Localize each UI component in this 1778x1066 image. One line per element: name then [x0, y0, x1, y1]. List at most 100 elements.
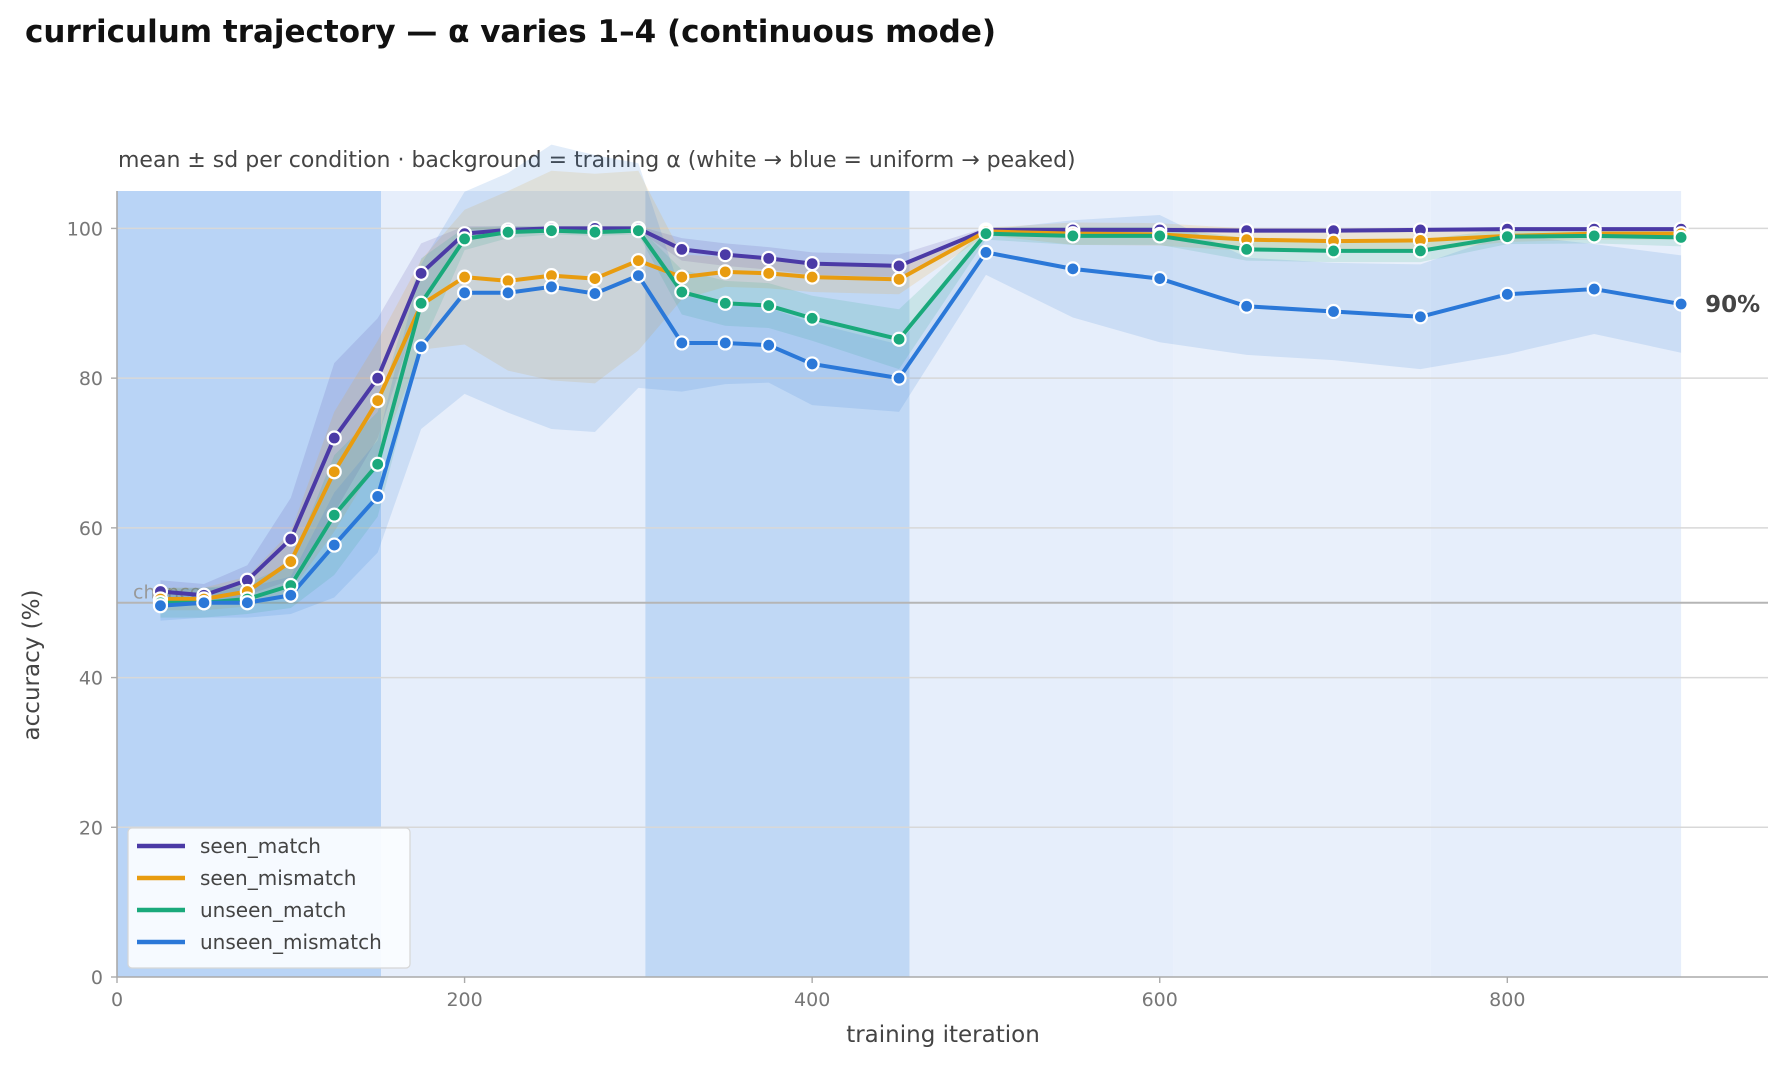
series-line-seen_match	[158, 226, 1684, 598]
data-point-unseen_mismatch-75	[239, 595, 255, 611]
alpha-band-1	[381, 191, 646, 977]
alpha-background-bands	[117, 191, 1682, 977]
data-point-unseen_match-300	[630, 223, 646, 239]
data-point-unseen_mismatch-150	[370, 488, 386, 505]
data-point-unseen_mismatch-450	[891, 370, 907, 386]
data-point-unseen_mismatch-400	[804, 356, 820, 372]
data-point-unseen_mismatch-800	[1499, 286, 1515, 302]
data-point-seen_mismatch-100	[283, 553, 299, 570]
data-point-unseen_mismatch-650	[1239, 298, 1255, 314]
data-point-seen_mismatch-125	[326, 464, 342, 480]
chart-title: curriculum trajectory — α varies 1–4 (co…	[25, 14, 997, 50]
sd-band-unseen_mismatch	[160, 144, 1682, 621]
data-point-unseen_match-450	[891, 331, 907, 347]
y-tick-label-80: 80	[79, 368, 103, 390]
data-point-unseen_mismatch-100	[283, 587, 299, 603]
data-point-seen_match-375	[761, 250, 777, 266]
data-point-unseen_match-750	[1412, 243, 1429, 259]
axes	[116, 191, 1768, 978]
end-value-label: 90%	[1705, 292, 1760, 318]
data-point-seen_match-100	[283, 531, 299, 547]
legend: seen_match seen_mismatch unseen_matchunsee…	[127, 827, 411, 969]
data-point-seen_match-400	[804, 256, 820, 272]
data-point-unseen_mismatch-200	[456, 285, 473, 301]
data-point-unseen_match-550	[1065, 228, 1081, 244]
x-tick-label-200: 200	[446, 989, 482, 1011]
legend-label-unseen_match: unseen_match	[200, 898, 346, 922]
data-point-seen_match-450	[891, 258, 907, 274]
data-point-unseen_match-375	[761, 297, 777, 314]
data-point-seen_match-175	[413, 265, 429, 281]
data-point-unseen_mismatch-175	[413, 339, 429, 355]
y-tick-label-100: 100	[67, 218, 103, 240]
data-point-seen_mismatch-200	[456, 269, 473, 285]
series-points	[152, 220, 1689, 614]
data-point-unseen_mismatch-900	[1673, 296, 1689, 312]
data-point-unseen_mismatch-500	[978, 244, 994, 260]
data-point-seen_mismatch-350	[717, 264, 733, 280]
alpha-band-2	[645, 191, 910, 977]
data-point-unseen_match-700	[1325, 243, 1342, 259]
data-point-unseen_match-150	[370, 456, 386, 472]
y-tick-label-0: 0	[91, 967, 103, 989]
alpha-band-5	[1430, 191, 1682, 977]
data-point-seen_mismatch-450	[891, 271, 907, 287]
data-point-unseen_match-125	[326, 507, 342, 523]
y-tick-label-60: 60	[79, 518, 103, 540]
data-point-seen_mismatch-325	[674, 269, 690, 285]
legend-box	[127, 827, 411, 969]
sd-bands	[160, 144, 1682, 621]
alpha-band-3	[909, 191, 1174, 977]
data-point-unseen_mismatch-700	[1325, 303, 1342, 320]
data-point-unseen_match-900	[1673, 229, 1689, 246]
x-tick-label-800: 800	[1489, 989, 1525, 1011]
data-point-unseen_match-800	[1499, 229, 1515, 245]
data-point-unseen_mismatch-375	[761, 337, 777, 353]
data-point-unseen_mismatch-750	[1412, 309, 1429, 325]
data-point-unseen_mismatch-225	[500, 285, 516, 301]
data-point-seen_mismatch-375	[761, 265, 777, 281]
series-line-unseen_mismatch	[158, 250, 1684, 608]
data-point-seen_mismatch-400	[804, 269, 820, 285]
tick-labels: 0 20 40 60 80 100 0 200 400 600 800	[67, 218, 1526, 1011]
data-point-unseen_match-850	[1586, 228, 1602, 244]
data-point-unseen_match-200	[456, 231, 473, 247]
data-point-unseen_mismatch-50	[196, 595, 212, 611]
y-axis-label: accuracy (%)	[19, 590, 45, 741]
sd-band-unseen_match	[160, 226, 1682, 618]
data-point-unseen_mismatch-25	[152, 598, 169, 614]
data-point-unseen_mismatch-125	[326, 537, 342, 553]
data-point-unseen_match-650	[1239, 241, 1255, 257]
data-point-seen_match-350	[717, 247, 733, 263]
legend-label-seen_mismatch: seen_mismatch	[200, 866, 356, 890]
data-point-unseen_mismatch-275	[587, 285, 603, 302]
data-point-unseen_match-175	[413, 295, 429, 311]
data-point-seen_match-150	[370, 370, 386, 386]
y-tick-label-20: 20	[79, 817, 103, 839]
data-point-seen_mismatch-275	[587, 270, 603, 287]
sd-band-seen_mismatch	[160, 170, 1682, 611]
data-point-seen_match-125	[326, 430, 342, 446]
data-point-seen_match-325	[674, 241, 690, 257]
x-tick-label-0: 0	[111, 989, 123, 1011]
legend-label-unseen_mismatch: unseen_mismatch	[200, 930, 382, 954]
x-tick-label-600: 600	[1142, 989, 1178, 1011]
y-tick-label-40: 40	[79, 668, 103, 690]
data-point-unseen_mismatch-325	[674, 335, 690, 351]
series-lines	[158, 226, 1684, 608]
chart-subtitle: mean ± sd per condition · background = t…	[118, 148, 1076, 173]
data-point-unseen_match-350	[717, 295, 733, 311]
data-point-seen_mismatch-300	[630, 253, 646, 269]
x-axis-label: training iteration	[846, 1022, 1040, 1048]
alpha-band-4	[1173, 191, 1431, 977]
data-point-unseen_match-500	[978, 226, 994, 242]
series-line-seen_mismatch	[158, 229, 1684, 601]
data-point-unseen_mismatch-600	[1152, 270, 1168, 287]
data-point-seen_mismatch-150	[370, 393, 386, 409]
data-point-unseen_match-600	[1152, 228, 1168, 244]
data-point-unseen_match-325	[674, 284, 690, 300]
x-tick-label-400: 400	[794, 989, 830, 1011]
data-point-unseen_mismatch-350	[717, 335, 733, 351]
legend-label-seen_match: seen_match	[200, 834, 321, 858]
